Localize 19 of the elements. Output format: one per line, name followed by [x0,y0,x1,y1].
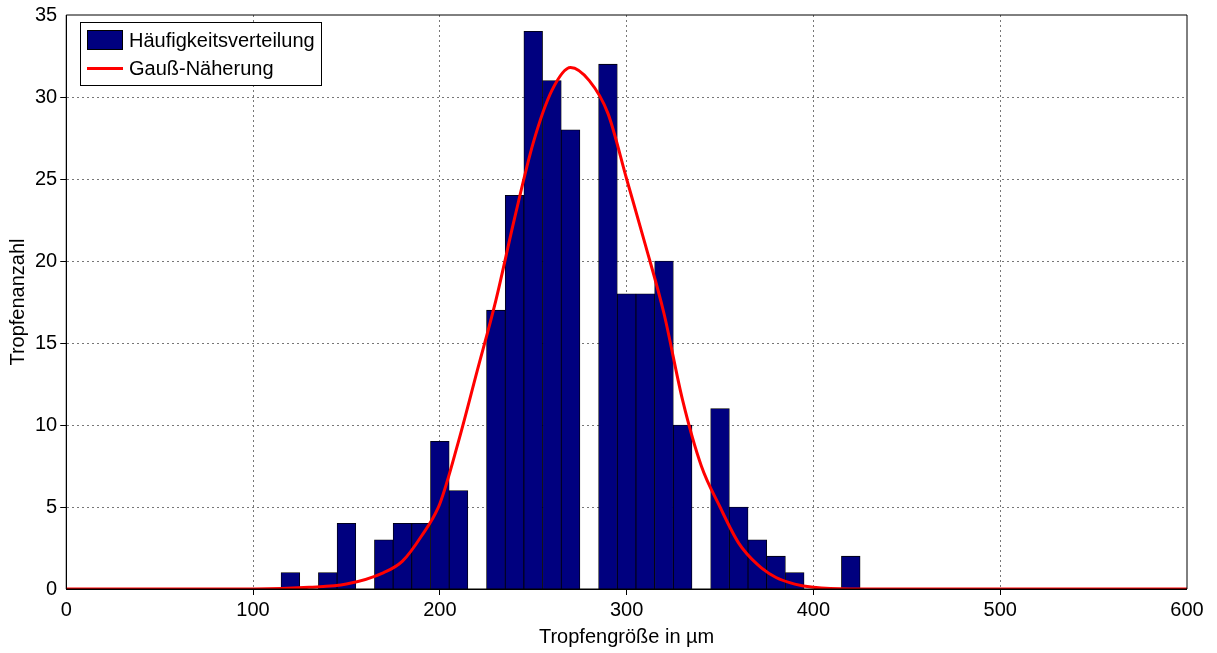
legend-label: Häufigkeitsverteilung [129,28,315,53]
y-tick-label: 30 [35,84,58,107]
x-tick-label: 300 [609,597,644,620]
y-axis-title: Tropfenanzahl [5,238,28,366]
y-tick-label: 20 [35,248,58,271]
x-tick-label: 600 [1170,597,1204,620]
x-tick-label: 500 [983,597,1017,620]
y-tick-label: 10 [35,412,58,435]
y-tick-label: 35 [35,2,58,25]
x-tick-label: 0 [60,597,72,620]
y-tick-label: 25 [35,166,58,189]
x-tick-label: 400 [796,597,831,620]
legend-label: Gauß-Näherung [129,56,274,81]
y-tick-label: 15 [35,330,58,353]
y-tick-label: 0 [46,576,58,599]
y-tick-label: 5 [46,494,58,517]
x-axis-title: Tropfengröße in µm [538,624,715,647]
x-tick-label: 100 [236,597,270,620]
x-tick-label: 200 [423,597,457,620]
